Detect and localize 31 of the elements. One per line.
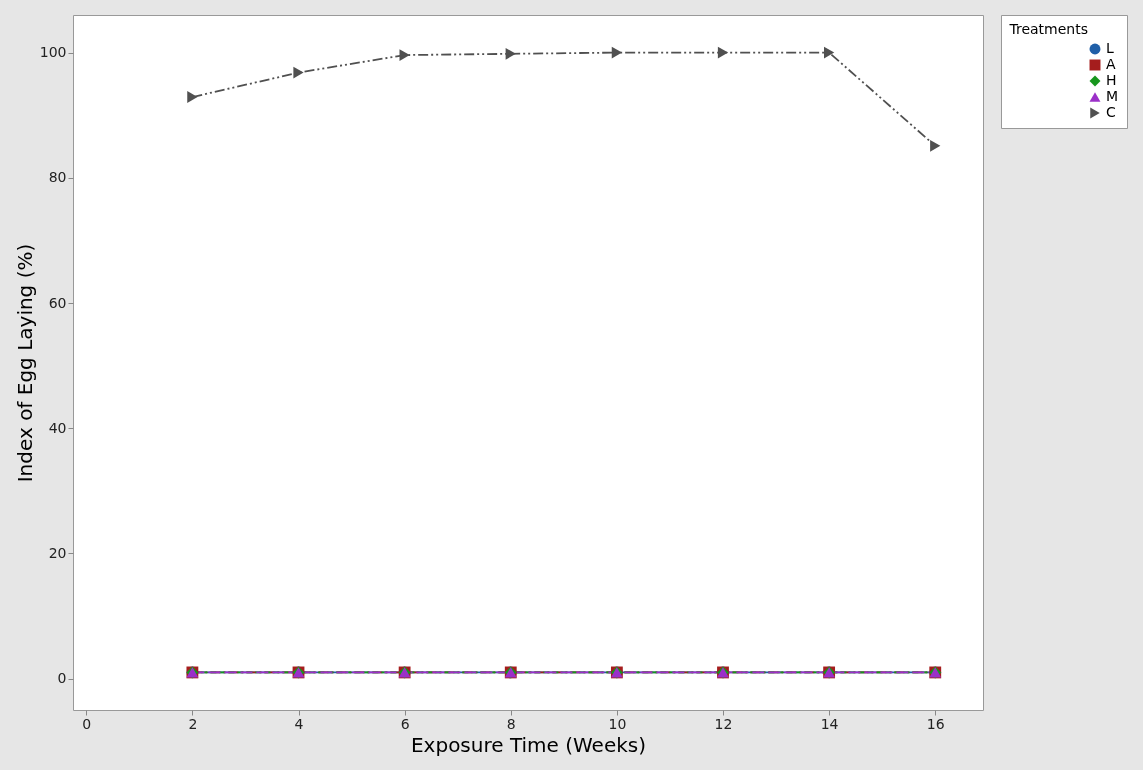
- x-tick-label: 4: [294, 715, 304, 732]
- legend-label: A: [1106, 56, 1116, 72]
- x-tick-label: 2: [188, 715, 198, 732]
- x-tick-label: 12: [714, 715, 733, 732]
- y-tick-label: 80: [48, 169, 67, 186]
- x-axis-title: Exposure Time (Weeks): [410, 732, 647, 757]
- x-tick-label: 0: [82, 715, 92, 732]
- y-axis-title: Index of Egg Laying (%): [12, 243, 37, 483]
- y-tick-label: 100: [39, 44, 67, 61]
- legend-label: M: [1106, 88, 1119, 104]
- x-tick-label: 10: [608, 715, 627, 732]
- x-tick-label: 14: [820, 715, 839, 732]
- point: [399, 49, 410, 61]
- point: [717, 46, 729, 59]
- legend-label: C: [1106, 104, 1116, 120]
- x-tick-label: 6: [400, 715, 410, 732]
- point: [824, 46, 835, 59]
- legend-title: Treatments: [1008, 21, 1088, 37]
- point: [293, 66, 304, 79]
- y-tick-label: 40: [48, 419, 67, 436]
- legend-label: H: [1106, 72, 1117, 88]
- point: [611, 46, 622, 59]
- y-tick-label: 0: [57, 670, 67, 687]
- legend-label: L: [1106, 40, 1114, 56]
- point: [187, 91, 198, 103]
- x-tick-label: 16: [926, 715, 945, 732]
- y-tick-label: 20: [48, 544, 67, 561]
- y-tick-label: 60: [48, 294, 67, 311]
- point: [505, 47, 516, 60]
- point: [930, 139, 941, 152]
- x-tick-label: 8: [506, 715, 516, 732]
